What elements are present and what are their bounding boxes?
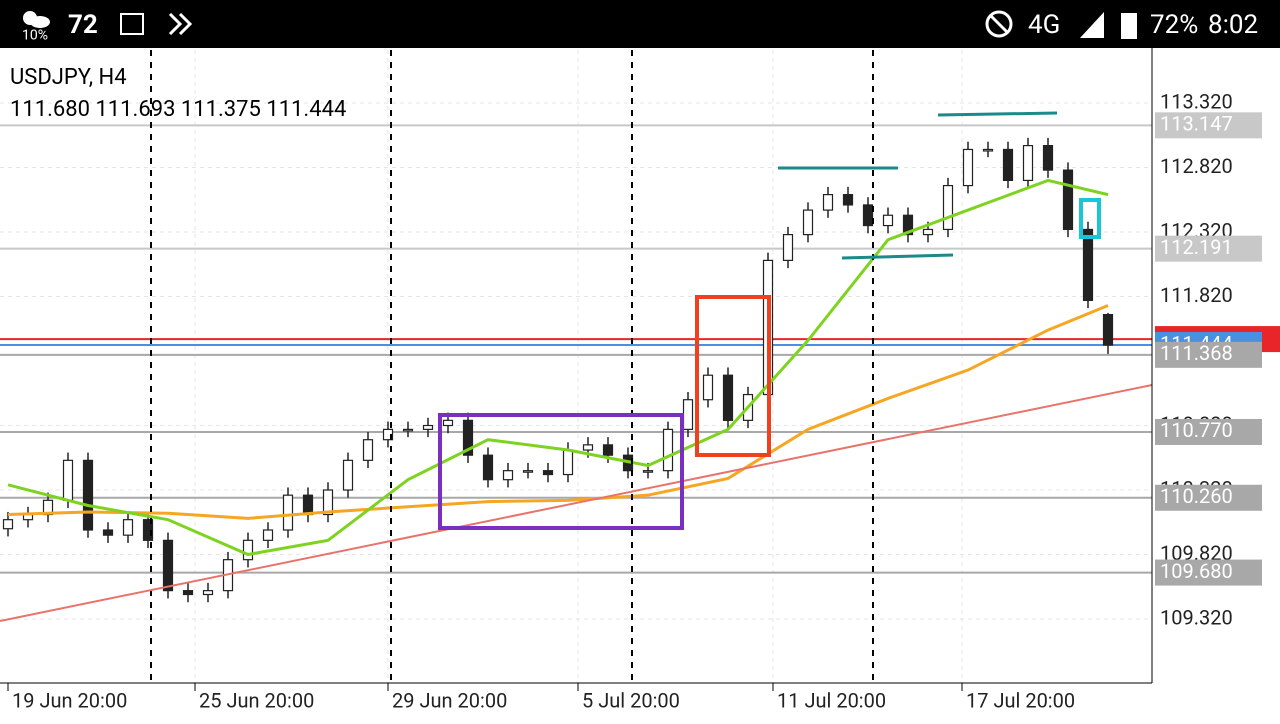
x-tick-label: 29 Jun 20:00: [392, 688, 507, 712]
candle-body: [322, 489, 334, 516]
candle-body: [502, 470, 514, 481]
candle-body: [642, 470, 654, 473]
candle-body: [282, 494, 294, 531]
y-tick-label: 109.320: [1160, 605, 1233, 629]
price-label: 111.368: [1160, 341, 1233, 365]
candle-body: [822, 194, 834, 211]
price-box: [1155, 484, 1262, 511]
price-box: [1155, 112, 1262, 139]
x-tick-label: 5 Jul 20:00: [582, 688, 680, 712]
candle-body: [562, 449, 574, 476]
price-box: [1155, 341, 1262, 368]
candle-body: [242, 539, 254, 561]
candle-body: [942, 184, 954, 231]
price-label: 110.260: [1160, 484, 1233, 508]
trend-line: [0, 384, 1153, 622]
battery-icon: [1121, 13, 1137, 39]
candle-body: [202, 590, 214, 596]
price-axis: [1152, 48, 1280, 720]
candle-body: [122, 519, 134, 536]
candle-body: [702, 374, 714, 401]
temperature: 72: [68, 10, 98, 40]
candle-body: [422, 424, 434, 430]
axes: 113.320112.820112.320111.820110.820110.3…: [7, 89, 1280, 712]
price-label: 110.770: [1160, 418, 1233, 442]
x-tick-label: 17 Jul 20:00: [966, 688, 1075, 712]
candle-body: [62, 459, 74, 501]
x-tick-label: 19 Jun 20:00: [12, 688, 127, 712]
range-box: [438, 413, 684, 530]
candle-body: [1062, 169, 1074, 231]
candle-body: [1022, 144, 1034, 182]
candle-body: [442, 419, 454, 427]
candle-body: [662, 428, 674, 472]
candle-body: [262, 529, 274, 541]
candle-body: [962, 148, 974, 187]
network: 4G: [1028, 10, 1060, 40]
price-label: 112.191: [1160, 235, 1233, 259]
price-label: 109.680: [1160, 559, 1233, 583]
y-tick-label: 112.820: [1160, 154, 1233, 178]
chart: [0, 50, 1152, 683]
price-box: [1155, 559, 1262, 586]
candle-body: [402, 428, 414, 432]
candle-body: [382, 428, 394, 441]
x-tick-label: 25 Jun 20:00: [199, 688, 314, 712]
candle-body: [342, 459, 354, 491]
candle-body: [682, 399, 694, 430]
candle-body: [802, 209, 814, 236]
moving-average: [7, 304, 1109, 520]
candle-body: [982, 148, 994, 152]
y-tick-label: 113.320: [1160, 89, 1233, 113]
moving-average: [7, 178, 1109, 557]
signal-icon: [1080, 12, 1104, 38]
candle-body: [462, 419, 474, 456]
candle-body: [482, 454, 494, 481]
time-axis: [0, 683, 1152, 720]
candle-body: [362, 439, 374, 461]
candle-body: [1082, 228, 1094, 301]
candle-body: [902, 214, 914, 236]
candle-body: [602, 444, 614, 456]
candle-body: [842, 194, 854, 206]
x-tick-label: 11 Jul 20:00: [777, 688, 886, 712]
candle-body: [2, 519, 14, 530]
candle-body: [722, 374, 734, 421]
image-icon: [120, 13, 144, 35]
levels-drawn: [778, 111, 1058, 260]
candle-body: [522, 470, 534, 473]
weather-icon: [23, 11, 50, 28]
clock: 8:02: [1208, 10, 1258, 40]
candle-body: [102, 529, 114, 536]
candle-body: [142, 519, 154, 541]
candle-body: [882, 214, 894, 227]
y-tick-label: 111.820: [1160, 283, 1233, 307]
candle-body: [582, 444, 594, 451]
price-box: [1155, 418, 1262, 445]
price-label: 113.147: [1160, 112, 1233, 136]
candle-body: [1102, 313, 1114, 346]
candle-body: [182, 590, 194, 596]
candle-body: [82, 459, 94, 531]
candle-body: [782, 233, 794, 261]
pinwheel-icon: [168, 12, 193, 36]
candle-body: [922, 228, 934, 236]
candle-body: [1042, 144, 1054, 171]
battery: 72%: [1150, 10, 1198, 40]
weather-text: 10%: [22, 28, 48, 44]
dnd-icon: [985, 10, 1013, 38]
candle-body: [542, 470, 554, 476]
breakout-box: [695, 295, 771, 457]
candle-body: [1002, 148, 1014, 182]
price-box: [1155, 235, 1262, 262]
ohlc: 111.680 111.693 111.375 111.444: [10, 97, 346, 122]
candle-body: [302, 494, 314, 516]
candle-body: [862, 204, 874, 227]
symbol: USDJPY, H4: [10, 65, 127, 90]
separators: [150, 50, 874, 683]
candle-body: [162, 539, 174, 592]
status-bar: [0, 0, 1280, 48]
signal-box: [1079, 198, 1101, 239]
